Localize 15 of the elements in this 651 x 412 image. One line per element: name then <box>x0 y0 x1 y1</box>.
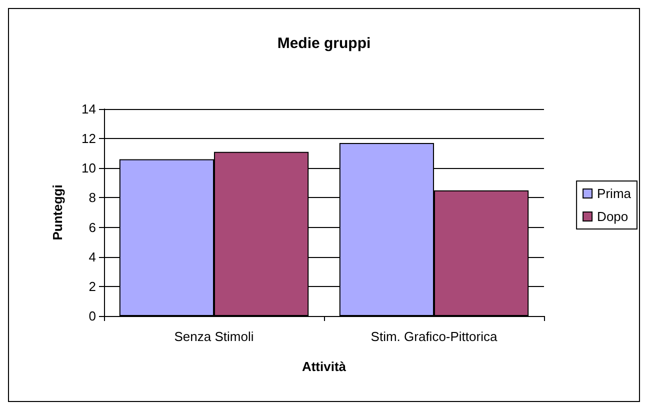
legend-label: Dopo <box>597 209 628 224</box>
y-tick-label: 8 <box>88 190 96 206</box>
y-tick-label: 6 <box>88 220 96 235</box>
y-tick-label: 4 <box>88 249 96 264</box>
y-tick-label: 0 <box>88 308 96 324</box>
y-axis-title: Punteggi <box>50 184 65 240</box>
legend-label: Prima <box>597 186 632 201</box>
x-tick-label: Stim. Grafico-Pittorica <box>370 329 498 344</box>
y-tick-label: 14 <box>82 102 96 116</box>
y-tick-label: 10 <box>82 160 96 176</box>
y-tick-label: 12 <box>82 131 96 146</box>
y-tick-label: 2 <box>88 278 96 294</box>
x-axis-title: Attività <box>302 359 347 374</box>
x-tick-label: Senza Stimoli <box>174 329 254 344</box>
chart-title: Medie gruppi <box>277 35 371 52</box>
